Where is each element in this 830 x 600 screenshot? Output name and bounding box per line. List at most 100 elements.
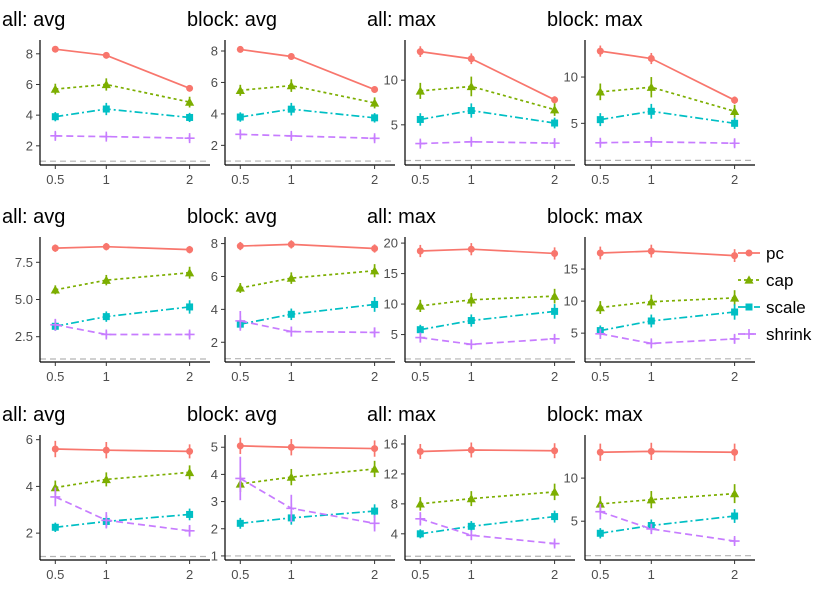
data-point-shrink bbox=[729, 333, 740, 344]
series-shrink bbox=[235, 311, 380, 338]
data-point-pc bbox=[287, 240, 295, 248]
y-tick-label: 15 bbox=[564, 262, 578, 277]
x-tick-label: 1 bbox=[648, 369, 655, 384]
x-tick-label: 2 bbox=[551, 567, 558, 582]
data-point-pc bbox=[236, 45, 244, 53]
series-line-scale bbox=[55, 306, 190, 328]
data-point-pc bbox=[596, 47, 604, 55]
series-line-cap bbox=[420, 491, 555, 505]
data-point-pc bbox=[236, 442, 244, 450]
x-tick-label: 1 bbox=[468, 172, 475, 187]
y-tick-label: 2 bbox=[211, 521, 218, 536]
panel-title: all: max bbox=[367, 9, 436, 31]
y-tick-label: 5 bbox=[571, 514, 578, 529]
data-point-cap bbox=[185, 97, 195, 106]
legend-label: pc bbox=[766, 244, 784, 263]
data-point-cap bbox=[286, 80, 296, 90]
data-point-cap bbox=[370, 266, 380, 275]
data-point-cap bbox=[466, 295, 476, 304]
y-tick-label: 5 bbox=[571, 116, 578, 131]
panel-title: all: avg bbox=[2, 206, 65, 228]
x-tick-label: 0.5 bbox=[231, 567, 249, 582]
x-tick-label: 2 bbox=[731, 567, 738, 582]
x-tick-label: 1 bbox=[648, 567, 655, 582]
series-pc bbox=[236, 437, 379, 457]
series-scale bbox=[596, 304, 739, 336]
data-point-shrink bbox=[369, 133, 380, 144]
y-tick-label: 5 bbox=[571, 326, 578, 341]
series-shrink bbox=[235, 129, 380, 144]
data-point-shrink bbox=[235, 315, 246, 326]
x-tick-label: 0.5 bbox=[231, 172, 249, 187]
data-point-pc bbox=[186, 447, 194, 455]
data-point-shrink bbox=[466, 530, 477, 541]
data-point-shrink bbox=[101, 329, 112, 340]
series-line-cap bbox=[55, 271, 190, 291]
data-point-shrink bbox=[184, 525, 195, 536]
series-line-shrink bbox=[420, 336, 555, 346]
series-pc bbox=[416, 46, 559, 104]
series-shrink bbox=[50, 130, 195, 144]
data-point-pc bbox=[647, 247, 655, 255]
data-point-cap bbox=[646, 82, 656, 91]
series-scale bbox=[51, 102, 194, 123]
x-tick-label: 2 bbox=[371, 369, 378, 384]
series-line-cap bbox=[600, 86, 735, 113]
y-tick-label: 6 bbox=[26, 432, 33, 447]
x-tick-label: 1 bbox=[288, 369, 295, 384]
data-point-shrink bbox=[595, 328, 606, 339]
series-line-scale bbox=[420, 310, 555, 331]
series-line-shrink bbox=[240, 133, 375, 140]
series-line-shrink bbox=[55, 323, 190, 336]
data-point-scale bbox=[416, 326, 424, 334]
panel-title: block: avg bbox=[187, 404, 277, 426]
data-point-shrink bbox=[466, 339, 477, 350]
series-cap bbox=[235, 79, 380, 109]
data-point-scale bbox=[596, 116, 604, 124]
data-point-scale bbox=[467, 522, 475, 530]
data-point-pc bbox=[551, 96, 559, 104]
data-point-scale bbox=[371, 507, 379, 515]
data-point-cap bbox=[550, 487, 560, 496]
data-point-pc bbox=[467, 446, 475, 454]
data-point-scale bbox=[731, 308, 739, 316]
legend-item-cap: cap bbox=[738, 271, 793, 290]
legend-marker-pc bbox=[745, 249, 753, 257]
y-tick-label: 5 bbox=[391, 327, 398, 342]
data-point-cap bbox=[101, 474, 111, 484]
data-point-cap bbox=[101, 79, 111, 89]
x-tick-label: 2 bbox=[371, 172, 378, 187]
series-cap bbox=[595, 77, 740, 118]
y-tick-label: 4 bbox=[26, 108, 33, 123]
series-line-cap bbox=[420, 85, 555, 111]
data-point-shrink bbox=[369, 518, 380, 529]
data-point-pc bbox=[731, 96, 739, 104]
series-cap bbox=[235, 264, 380, 293]
series-scale bbox=[416, 103, 559, 129]
legend-marker-shrink bbox=[744, 329, 754, 339]
data-point-scale bbox=[647, 317, 655, 325]
data-point-scale bbox=[236, 113, 244, 121]
series-line-pc bbox=[55, 48, 190, 90]
y-tick-label: 4 bbox=[211, 302, 218, 317]
data-point-cap bbox=[550, 291, 560, 300]
y-tick-label: 2 bbox=[26, 138, 33, 153]
data-point-cap bbox=[185, 268, 195, 277]
series-line-pc bbox=[600, 250, 735, 257]
series-line-scale bbox=[420, 515, 555, 535]
series-line-pc bbox=[55, 245, 190, 251]
series-line-cap bbox=[55, 471, 190, 489]
data-point-scale bbox=[551, 513, 559, 521]
data-point-scale bbox=[731, 119, 739, 127]
series-line-shrink bbox=[600, 510, 735, 542]
legend-label: shrink bbox=[766, 325, 812, 344]
data-point-shrink bbox=[415, 332, 426, 343]
data-point-shrink bbox=[646, 523, 657, 534]
y-tick-label: 10 bbox=[384, 73, 398, 88]
series-pc bbox=[416, 243, 559, 260]
data-point-pc bbox=[416, 247, 424, 255]
data-point-scale bbox=[467, 107, 475, 115]
data-point-pc bbox=[102, 243, 110, 251]
